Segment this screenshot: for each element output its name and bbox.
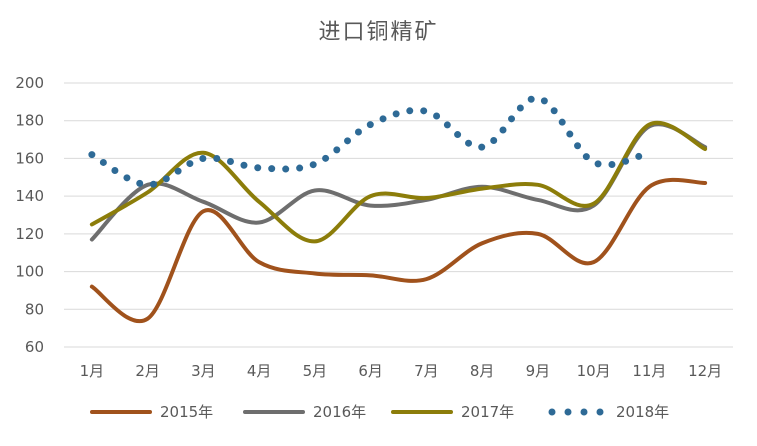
x-tick-label: 10月 [577,362,611,380]
legend-swatch-dot [564,408,572,416]
y-tick-label: 180 [15,112,44,130]
y-tick-label: 120 [15,225,44,243]
x-tick-label: 1月 [80,362,105,380]
chart-title: 进口铜精矿 [318,20,439,45]
legend-item: 2015年 [90,403,213,421]
x-tick-label: 8月 [470,362,495,380]
x-tick-label: 9月 [526,362,551,380]
series-line-2018年 [88,94,653,189]
x-tick-label: 11月 [632,362,666,380]
x-tick-label: 7月 [414,362,439,380]
legend: 2015年 2016年 2017年 2018年 [90,403,669,421]
y-tick-label: 200 [15,74,44,92]
series-line-2017年 [89,120,708,244]
series-line-2015年 [89,177,708,324]
y-tick-label: 80 [25,300,44,318]
legend-label: 2015年 [160,403,213,421]
x-axis-ticks: 1月 2月 3月 4月 5月 6月 7月 8月 9月 10月 11月 12月 [80,362,723,380]
legend-label: 2018年 [616,403,669,421]
x-tick-label: 6月 [358,362,383,380]
legend-swatch-dot [580,408,588,416]
gridlines [64,82,733,348]
legend-label: 2016年 [313,403,366,421]
legend-swatch-dot [596,408,604,416]
y-tick-label: 160 [15,149,44,167]
legend-label: 2017年 [461,403,514,421]
y-tick-label: 60 [25,338,44,356]
legend-item: 2016年 [243,403,366,421]
legend-item: 2017年 [391,403,514,421]
x-tick-label: 3月 [191,362,216,380]
y-tick-label: 140 [15,187,44,205]
series-layer [88,94,708,324]
y-axis-ticks: 60 80 100 120 140 160 180 200 [15,74,44,356]
legend-swatch-dot [548,408,556,416]
x-tick-label: 4月 [247,362,272,380]
y-tick-label: 100 [15,263,44,281]
x-tick-label: 5月 [303,362,328,380]
x-tick-label: 2月 [135,362,160,380]
x-tick-label: 12月 [688,362,722,380]
legend-item: 2018年 [548,403,669,421]
